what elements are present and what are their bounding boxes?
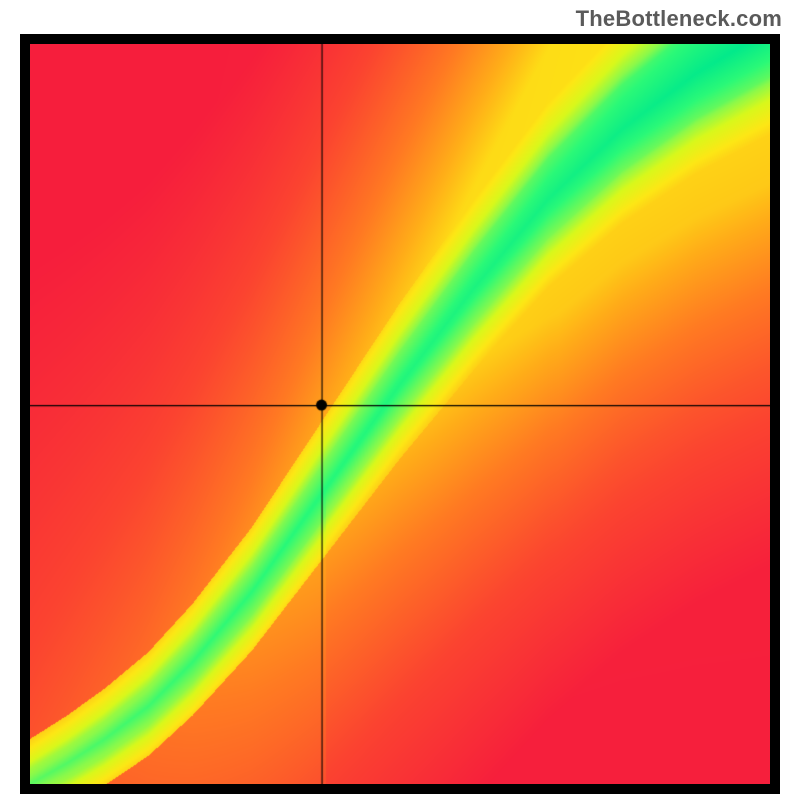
bottleneck-heatmap <box>30 44 770 784</box>
plot-inner <box>30 44 770 784</box>
chart-container: TheBottleneck.com <box>0 0 800 800</box>
watermark-text: TheBottleneck.com <box>576 6 782 32</box>
plot-frame <box>20 34 780 794</box>
